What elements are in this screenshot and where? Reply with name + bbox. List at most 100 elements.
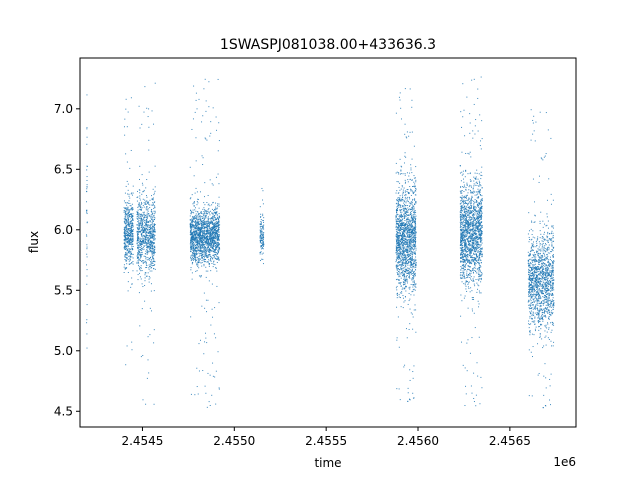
data-point (131, 349, 133, 351)
data-point (191, 222, 193, 224)
data-point (194, 256, 196, 258)
data-point (143, 239, 145, 241)
data-point (403, 187, 405, 189)
data-point (203, 253, 205, 255)
data-point (460, 228, 462, 230)
data-point (395, 216, 397, 218)
data-point (141, 253, 143, 255)
data-point (147, 220, 149, 222)
data-point (398, 238, 400, 240)
data-point (411, 270, 413, 272)
data-point (128, 224, 130, 226)
data-point (202, 237, 204, 239)
data-point (127, 231, 129, 233)
data-point (142, 223, 144, 225)
data-point (124, 254, 126, 256)
data-point (412, 221, 414, 223)
data-point (143, 214, 145, 216)
data-point (406, 267, 408, 269)
data-point (410, 189, 412, 191)
data-point (411, 131, 413, 133)
data-point (206, 256, 208, 258)
data-point (214, 229, 216, 231)
data-point (140, 229, 142, 231)
data-point (126, 237, 128, 239)
data-point (127, 237, 129, 239)
data-point (139, 199, 141, 201)
data-point (409, 266, 411, 268)
data-point (408, 300, 410, 302)
data-point (415, 218, 417, 220)
data-point (409, 223, 411, 225)
data-point (205, 230, 207, 232)
data-point (209, 179, 211, 181)
data-point (197, 227, 199, 229)
data-point (190, 249, 192, 251)
data-point (137, 261, 139, 263)
data-point (398, 249, 400, 251)
data-point (196, 228, 198, 230)
data-point (211, 223, 213, 225)
data-point (137, 212, 139, 214)
data-point (216, 230, 218, 232)
data-point (408, 259, 410, 261)
data-point (148, 259, 150, 261)
data-point (198, 236, 200, 238)
data-point (140, 278, 142, 280)
data-point (399, 195, 401, 197)
data-point (199, 215, 201, 217)
data-point (405, 210, 407, 212)
data-point (145, 200, 147, 202)
data-point (405, 212, 407, 214)
data-point (399, 297, 401, 299)
data-point (398, 204, 400, 206)
data-point (408, 328, 410, 330)
data-point (218, 227, 220, 228)
data-point (194, 250, 196, 252)
data-point (405, 238, 407, 240)
data-point (215, 255, 217, 257)
data-point (407, 253, 409, 255)
data-point (151, 248, 153, 250)
data-point (203, 263, 205, 265)
data-point (145, 231, 147, 233)
data-point (409, 236, 411, 238)
data-point (210, 246, 212, 248)
data-point (130, 222, 132, 224)
data-point (213, 245, 215, 247)
data-point (201, 221, 203, 223)
data-point (404, 235, 406, 237)
data-point (137, 232, 139, 234)
data-point (149, 221, 151, 223)
data-point (203, 247, 205, 249)
data-point (406, 223, 408, 225)
data-point (210, 324, 212, 326)
data-point (146, 212, 148, 214)
data-point (203, 265, 205, 267)
data-point (259, 240, 261, 242)
data-point (204, 250, 206, 252)
data-point (215, 241, 217, 243)
data-point (415, 194, 417, 196)
data-point (463, 109, 465, 111)
data-point (139, 208, 141, 210)
data-point (125, 217, 127, 219)
data-point (130, 216, 132, 218)
data-point (411, 291, 413, 293)
data-point (410, 201, 412, 203)
data-point (208, 255, 210, 257)
data-point (474, 209, 476, 211)
data-point (415, 262, 417, 263)
data-point (208, 230, 210, 232)
data-point (469, 245, 471, 247)
data-point (401, 235, 403, 237)
data-point (397, 205, 399, 207)
data-point (211, 204, 213, 206)
data-point (474, 246, 476, 248)
data-point (413, 243, 415, 245)
data-point (149, 334, 151, 336)
data-point (216, 207, 218, 209)
data-point (195, 234, 197, 236)
data-point (412, 186, 414, 187)
data-point (86, 283, 88, 285)
